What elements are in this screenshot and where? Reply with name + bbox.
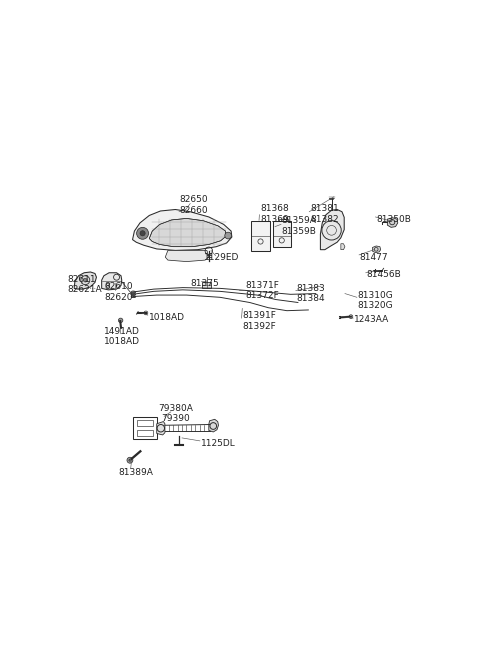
Text: 1491AD
1018AD: 1491AD 1018AD bbox=[104, 327, 140, 346]
Text: 81391F
81392F: 81391F 81392F bbox=[242, 311, 276, 331]
Circle shape bbox=[84, 278, 87, 282]
Ellipse shape bbox=[131, 293, 135, 295]
Polygon shape bbox=[372, 246, 381, 253]
Text: 81477: 81477 bbox=[360, 253, 388, 261]
Polygon shape bbox=[149, 218, 226, 247]
Text: 82611
82621A: 82611 82621A bbox=[67, 275, 102, 294]
Circle shape bbox=[140, 231, 145, 236]
Bar bbox=[137, 430, 153, 436]
Bar bbox=[137, 420, 153, 426]
Polygon shape bbox=[165, 250, 209, 261]
Text: 1018AD: 1018AD bbox=[148, 313, 184, 322]
Polygon shape bbox=[341, 244, 345, 250]
Text: 81381
81382: 81381 81382 bbox=[310, 204, 339, 223]
Polygon shape bbox=[102, 272, 122, 290]
Text: 1125DL: 1125DL bbox=[201, 440, 235, 449]
Polygon shape bbox=[202, 282, 211, 288]
Circle shape bbox=[225, 232, 231, 239]
Text: 79380A
79390: 79380A 79390 bbox=[158, 403, 193, 423]
Bar bbox=[273, 221, 290, 247]
Text: 81371F
81372F: 81371F 81372F bbox=[245, 281, 279, 300]
Polygon shape bbox=[209, 419, 218, 432]
Circle shape bbox=[127, 457, 133, 463]
Polygon shape bbox=[156, 422, 165, 435]
Text: 82610
82620: 82610 82620 bbox=[104, 282, 132, 302]
Text: 81375: 81375 bbox=[190, 278, 219, 288]
Text: 1129ED: 1129ED bbox=[204, 253, 240, 261]
Text: 81310G
81320G: 81310G 81320G bbox=[358, 291, 393, 310]
Text: 81383
81384: 81383 81384 bbox=[297, 284, 325, 303]
Ellipse shape bbox=[131, 295, 135, 297]
Text: 81389A: 81389A bbox=[119, 468, 154, 477]
Polygon shape bbox=[387, 217, 398, 227]
Text: 1243AA: 1243AA bbox=[354, 315, 389, 324]
Text: 81350B: 81350B bbox=[376, 215, 411, 225]
Text: 82650
82660: 82650 82660 bbox=[180, 195, 208, 215]
Polygon shape bbox=[132, 210, 232, 250]
Polygon shape bbox=[321, 210, 344, 250]
Polygon shape bbox=[74, 272, 96, 289]
Circle shape bbox=[119, 318, 123, 323]
Text: 81456B: 81456B bbox=[367, 271, 401, 280]
Text: 81359A
81359B: 81359A 81359B bbox=[282, 216, 317, 236]
Bar bbox=[133, 417, 156, 440]
Ellipse shape bbox=[131, 291, 135, 293]
Circle shape bbox=[137, 227, 148, 239]
Text: 81368
81369: 81368 81369 bbox=[260, 204, 289, 223]
Bar bbox=[251, 221, 270, 251]
